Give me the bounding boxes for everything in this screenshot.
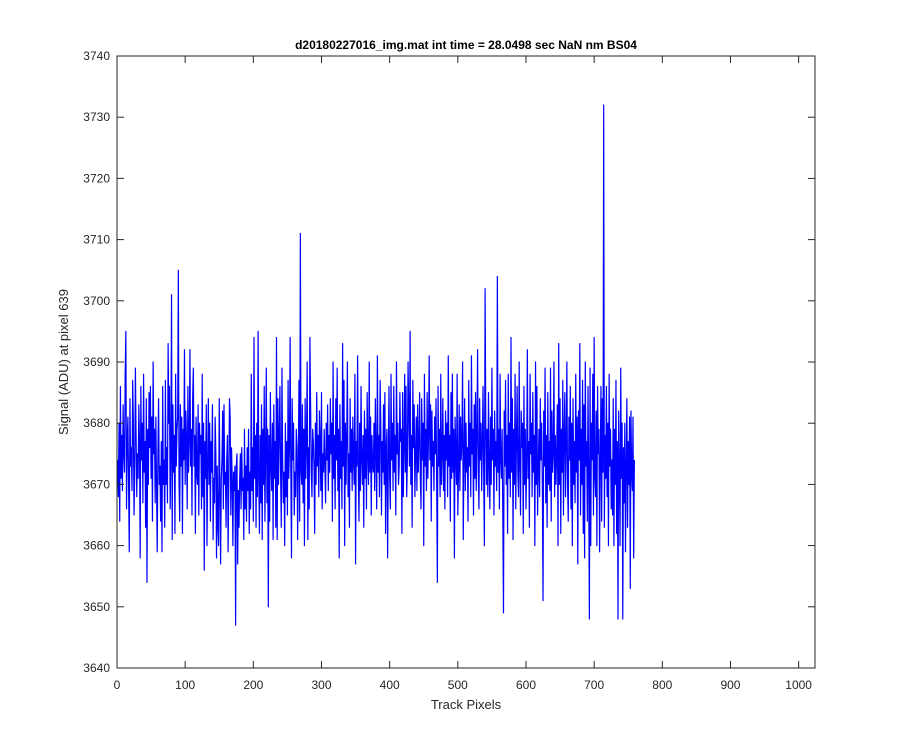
y-tick-label: 3680 [83,416,110,430]
y-tick-label: 3730 [83,110,110,124]
y-tick-label: 3640 [83,661,110,675]
x-tick-label: 1000 [785,678,812,692]
x-tick-label: 500 [448,678,468,692]
x-tick-label: 400 [380,678,400,692]
series-line-0 [117,104,635,626]
y-tick-label: 3700 [83,294,110,308]
x-tick-label: 300 [311,678,331,692]
chart-title: d20180227016_img.mat int time = 28.0498 … [295,38,637,52]
tick-layer: 0 100 200 300 400 500 600 700 800 900 1000 3640 3650… [83,49,815,692]
x-axis-label: Track Pixels [431,697,502,712]
y-tick-label: 3670 [83,477,110,491]
plot-area [117,56,815,668]
data-layer [117,104,635,626]
x-tick-label: 700 [584,678,604,692]
x-tick-label: 800 [652,678,672,692]
x-tick-label: 100 [175,678,195,692]
x-tick-label: 200 [243,678,263,692]
y-tick-label: 3660 [83,539,110,553]
x-tick-label: 600 [516,678,536,692]
x-tick-label: 0 [114,678,121,692]
y-tick-label: 3690 [83,355,110,369]
x-tick-label: 900 [720,678,740,692]
y-tick-label: 3720 [83,171,110,185]
y-tick-label: 3710 [83,233,110,247]
y-tick-label: 3740 [83,49,110,63]
y-axis-label: Signal (ADU) at pixel 639 [56,289,71,435]
y-tick-label: 3650 [83,600,110,614]
